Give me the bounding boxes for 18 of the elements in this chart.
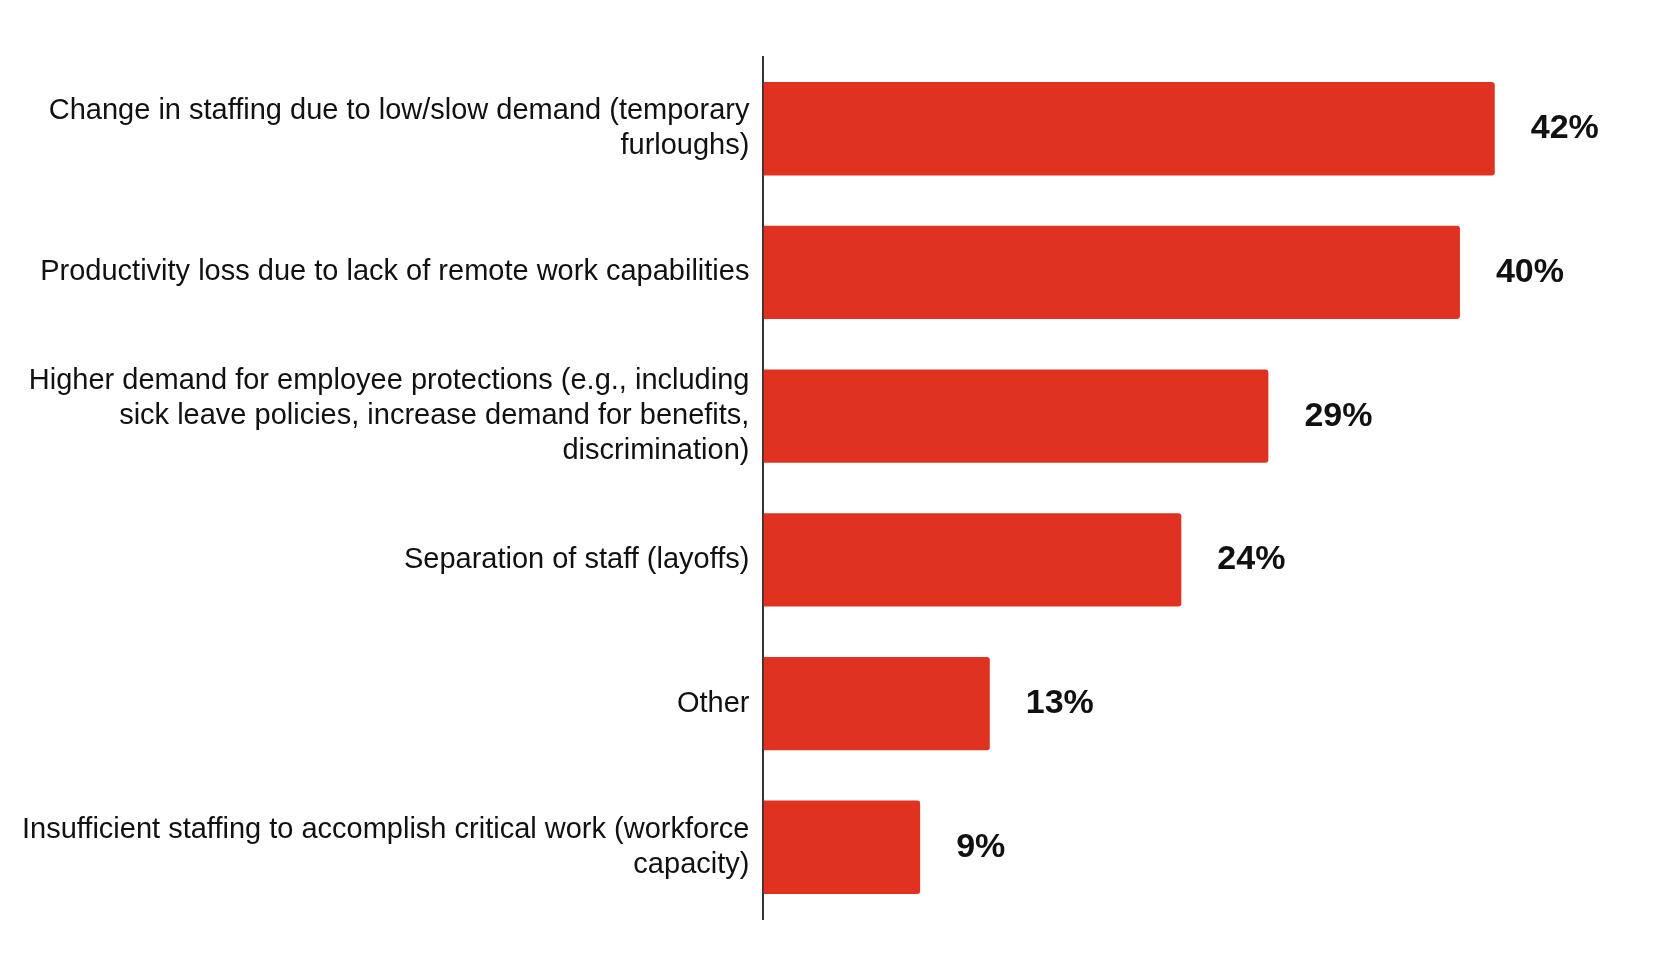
y-tick-label: Change in staffing due to low/slow demand (temporary furloughs) <box>48 93 750 161</box>
y-tick-label: Other <box>676 685 750 718</box>
y-tick-label: Higher demand for employee protections (e.g., including sick leave policies, increase demand for benefits, discrimination) <box>28 363 750 465</box>
bar <box>763 225 1460 320</box>
data-label: 40% <box>1495 250 1564 289</box>
data-label: 13% <box>1025 681 1094 720</box>
bar <box>763 513 1182 607</box>
bar <box>763 656 990 751</box>
bar <box>763 800 921 895</box>
data-label: 42% <box>1530 107 1599 146</box>
y-tick-label: Separation of staff (layoffs) <box>403 541 750 574</box>
y-tick-label: Insufficient staffing to accomplish critical work (workforce capacity) <box>22 811 750 879</box>
data-label: 24% <box>1217 538 1286 577</box>
bar <box>763 369 1269 463</box>
data-label: 9% <box>956 825 1006 864</box>
bar <box>763 81 1495 176</box>
data-label: 29% <box>1304 394 1373 433</box>
y-tick-label: Productivity loss due to lack of remote work capabilities <box>40 254 750 287</box>
